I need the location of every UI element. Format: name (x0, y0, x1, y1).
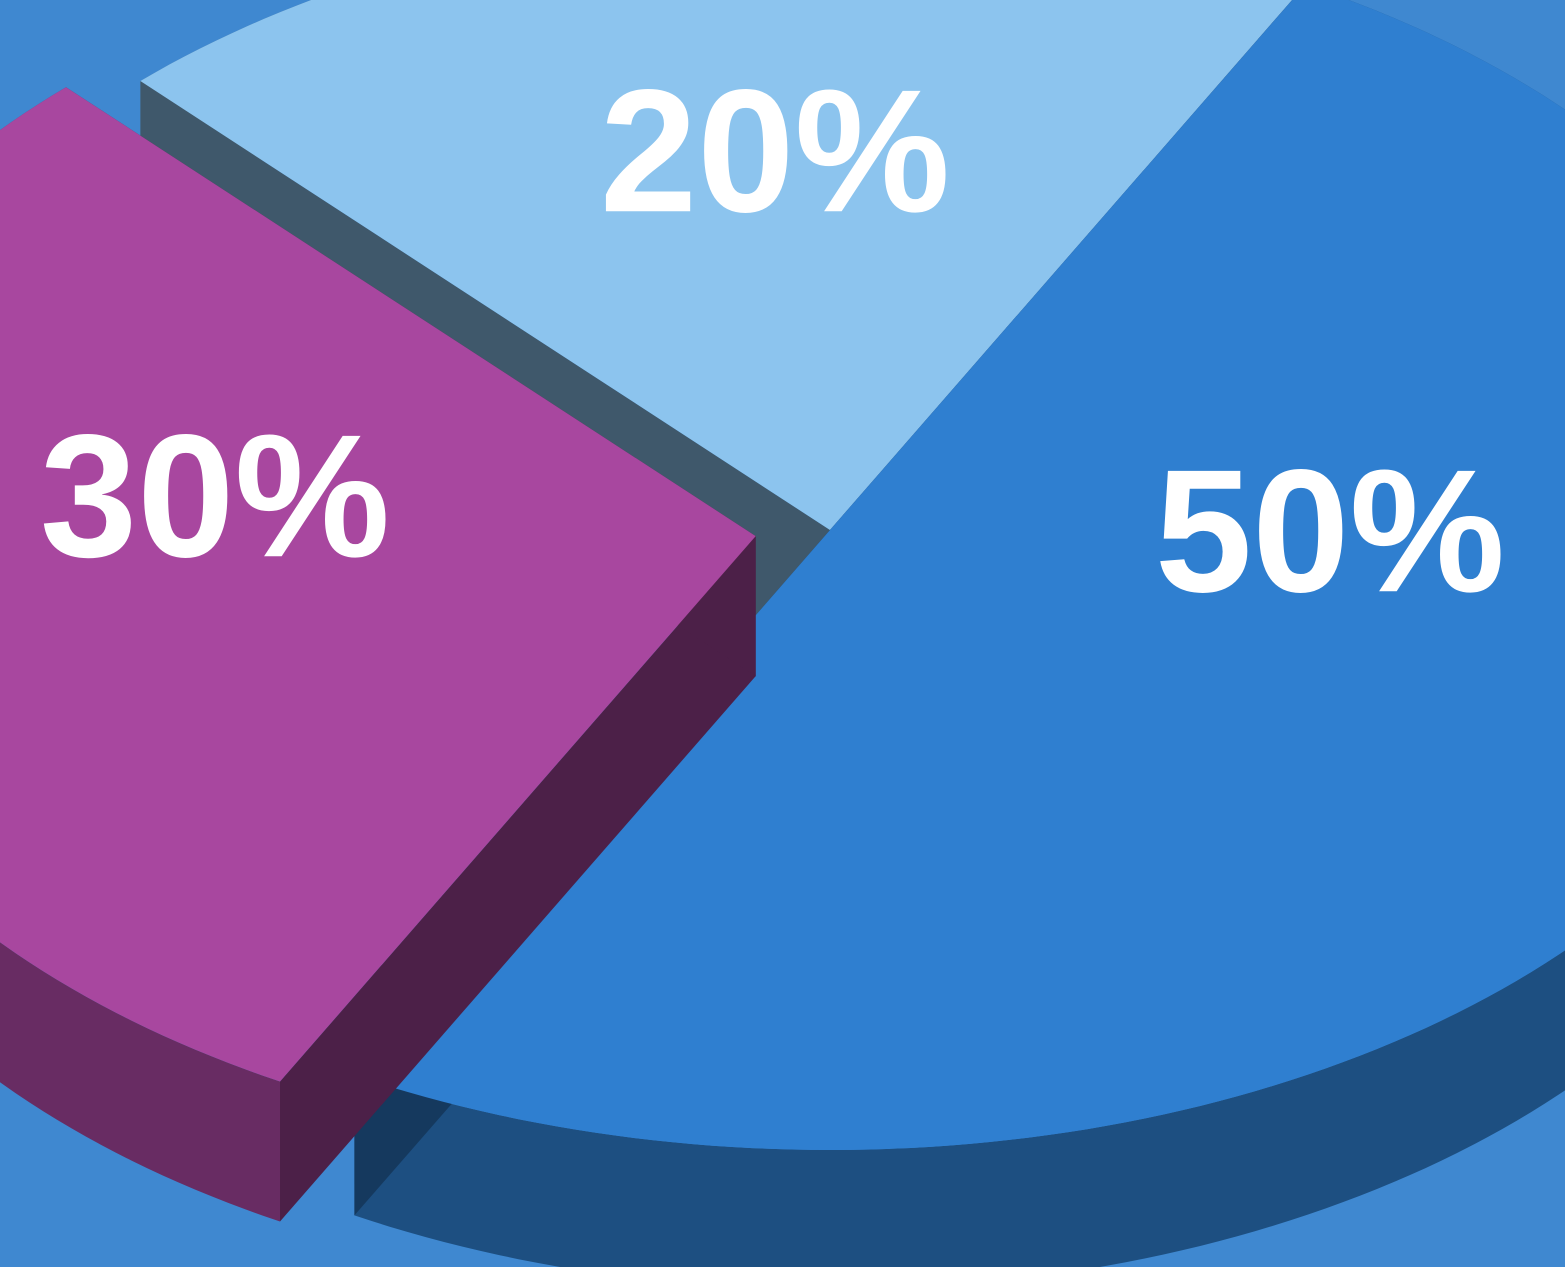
data-label: 50% (1155, 434, 1505, 629)
slice-top (140, 0, 1293, 530)
data-label: 20% (600, 54, 950, 249)
data-label: 30% (40, 399, 390, 594)
slice-cut-face (280, 536, 756, 1222)
pie-slice (0, 87, 756, 1222)
slice-top (0, 87, 756, 1082)
slice-top (354, 0, 1565, 1150)
